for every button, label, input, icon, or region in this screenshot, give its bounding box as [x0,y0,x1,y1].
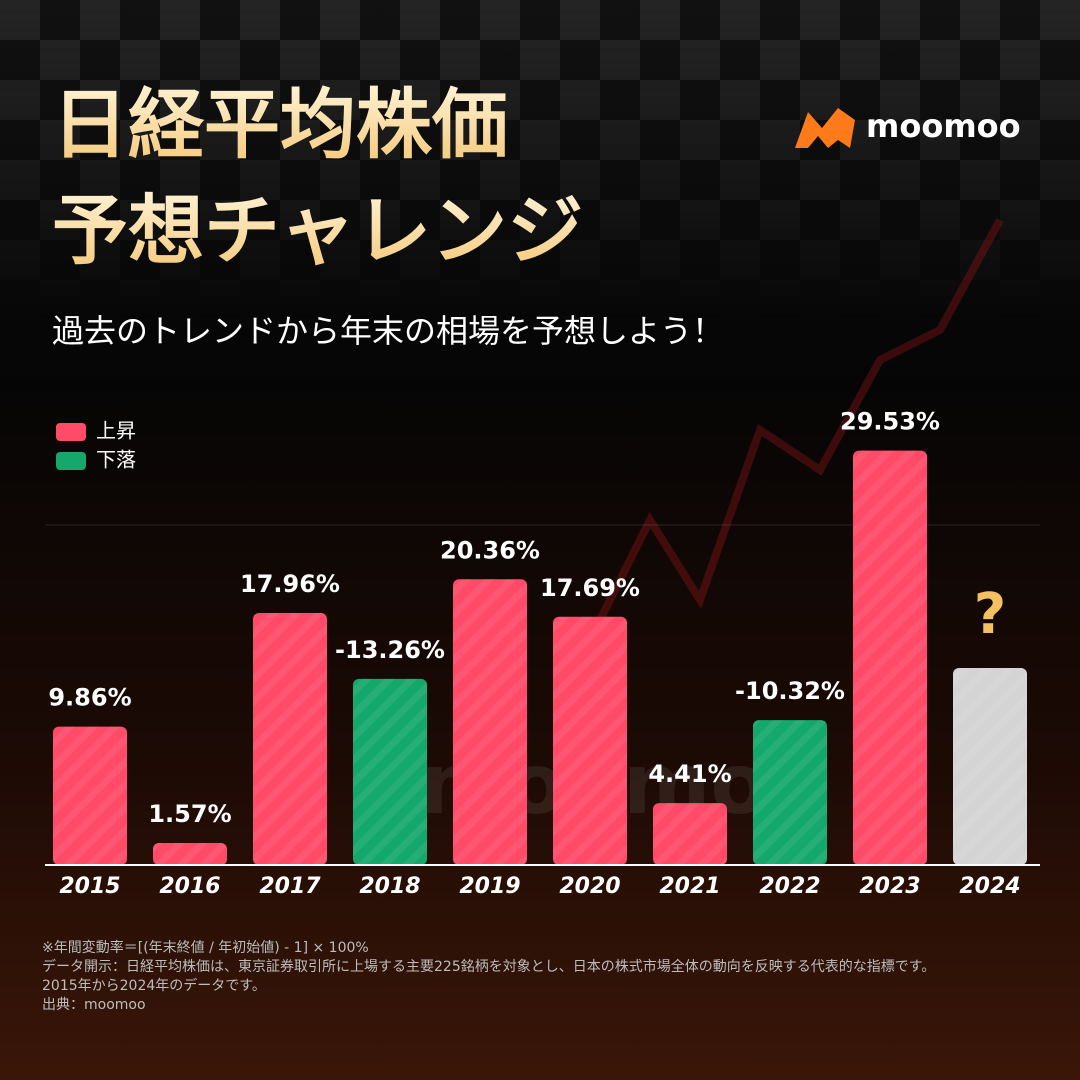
value-label: 4.41% [648,760,731,788]
value-label: 1.57% [148,800,231,828]
bar-texture [653,803,727,865]
brand-name: moomoo [866,107,1021,145]
title-line: 日経平均株価 [52,80,508,169]
bar-texture [453,579,527,865]
x-tick-label: 2021 [659,874,720,899]
title-line: 予想チャレンジ [52,186,583,275]
bar-texture [353,678,427,865]
x-tick-label: 2015 [59,874,120,899]
value-label: -13.26% [335,636,445,664]
footnote: ※年間変動率＝[(年末終値 / 年初始値) - 1] × 100% [42,939,369,956]
brand-logo: moomoo [795,107,1021,148]
x-tick-label: 2016 [159,874,220,899]
value-label: 17.69% [540,574,640,602]
legend-label: 上昇 [96,419,136,443]
decor-trend [596,218,1004,622]
value-label: 9.86% [48,684,131,712]
checker-pattern [0,0,1080,320]
bar-texture [53,726,127,865]
legend-swatch [56,423,86,441]
bar-texture [953,668,1027,865]
value-label: 17.96% [240,570,340,598]
footnote: データ開示：日経平均株価は、東京証券取引所に上場する主要225銘柄を対象とし、日… [42,958,935,975]
footnote: 2015年から2024年のデータです。 [42,977,266,994]
x-tick-label: 2017 [259,874,321,899]
footnote: 出典：moomoo [42,997,146,1013]
bar-texture [753,720,827,865]
legend-label: 下落 [96,448,136,472]
x-tick-label: 2023 [859,874,920,899]
subtitle: 過去のトレンドから年末の相場を予想しよう！ [52,312,724,350]
value-label: ? [974,582,1006,647]
value-label: -10.32% [735,677,845,705]
bar-texture [853,450,927,865]
legend-swatch [56,452,86,470]
x-tick-label: 2020 [559,874,620,899]
bar-texture [253,612,327,865]
x-tick-label: 2024 [959,874,1020,899]
value-label: 20.36% [440,536,540,564]
value-label: 29.53% [840,408,940,436]
bar-texture [553,616,627,865]
x-tick-label: 2022 [759,874,820,899]
logo-icon [795,108,855,148]
x-tick-label: 2018 [359,874,420,899]
bar-texture [153,842,227,865]
x-tick-label: 2019 [459,874,520,899]
